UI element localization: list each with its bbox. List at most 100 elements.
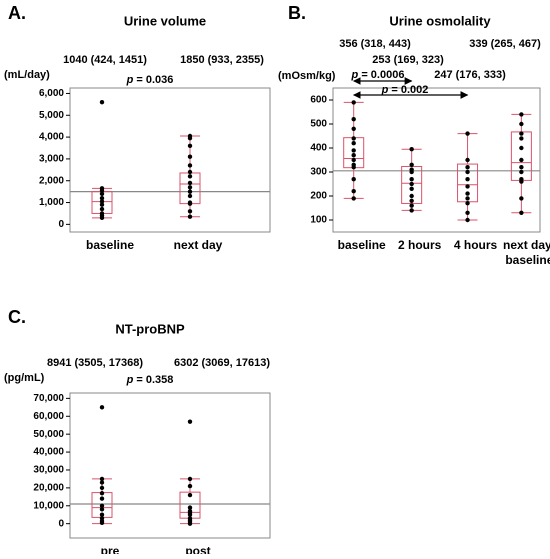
annotation: p = 0.036 (126, 74, 174, 86)
data-point (351, 157, 356, 163)
data-point (99, 215, 105, 221)
data-point (465, 177, 470, 182)
data-point (187, 209, 193, 214)
plot-frame (69, 87, 271, 233)
p-symbol: p (126, 74, 134, 86)
data-point (465, 191, 470, 196)
y-tick-label: 400 (310, 143, 327, 154)
panel-label: B. (288, 3, 306, 23)
p-value: = 0.036 (133, 74, 173, 86)
label-line: baseline (505, 253, 550, 267)
y-tick-label: 2,000 (39, 175, 64, 186)
data-point (465, 131, 470, 136)
data-point (99, 512, 105, 517)
data-point (99, 195, 105, 201)
y-tick-label: 0 (58, 518, 64, 529)
p-symbol: p (381, 84, 389, 96)
y-tick-label: 5,000 (39, 110, 64, 121)
data-point (99, 507, 105, 512)
data-point (187, 419, 193, 424)
data-point (187, 505, 193, 510)
x-tick-label: post (185, 544, 210, 554)
data-point (99, 202, 105, 207)
y-axis-label: (mOsm/kg) (278, 70, 336, 82)
p-value: = 0.358 (133, 374, 173, 386)
data-point (519, 112, 524, 117)
data-point (99, 199, 105, 204)
y-tick-label: 200 (310, 191, 327, 202)
data-point (187, 214, 193, 219)
data-point (187, 193, 193, 199)
data-point (187, 201, 193, 206)
data-point (351, 126, 356, 131)
data-point (519, 157, 524, 163)
data-point (351, 153, 356, 158)
data-point (465, 184, 470, 189)
data-point (465, 165, 470, 170)
data-point (187, 174, 193, 179)
data-point (519, 131, 524, 136)
data-point (99, 405, 105, 410)
data-point (99, 99, 105, 105)
y-tick-label: 6,000 (39, 88, 64, 99)
box (457, 163, 479, 203)
chart-title: NT-proBNP (115, 321, 185, 336)
chart-title: Urine osmolality (389, 13, 491, 28)
x-tick-label: pre (101, 544, 120, 554)
y-tick-label: 60,000 (33, 411, 64, 422)
data-point (465, 196, 470, 201)
data-point (519, 196, 524, 201)
annotation: 1040 (424, 1451) (63, 54, 147, 66)
y-tick-label: 30,000 (33, 465, 64, 476)
y-axis-label: (mL/day) (4, 69, 50, 81)
y-tick-label: 600 (310, 95, 327, 106)
annotation: p = 0.002 (381, 84, 429, 96)
annotation: 8941 (3505, 17368) (47, 357, 143, 369)
label-line: next day- (503, 238, 550, 252)
annotation: 356 (318, 443) (339, 38, 411, 50)
y-tick-label: 40,000 (33, 447, 64, 458)
y-axis-label: (pg/mL) (4, 372, 45, 384)
y-tick-label: 50,000 (33, 429, 64, 440)
data-point (187, 163, 193, 168)
data-point (187, 512, 193, 517)
data-point (519, 165, 524, 170)
panel-label: C. (8, 307, 26, 327)
data-point (351, 141, 356, 146)
data-point (465, 217, 470, 223)
data-point (187, 185, 193, 190)
data-point (409, 208, 414, 213)
data-point (351, 177, 356, 182)
data-point (409, 181, 414, 187)
annotation: 339 (265, 467) (469, 38, 541, 50)
data-point (187, 189, 193, 194)
data-point (187, 154, 193, 159)
data-point (99, 476, 105, 482)
annotation: 1850 (933, 2355) (180, 54, 264, 66)
annotation: 247 (176, 333) (434, 69, 506, 81)
data-point (187, 180, 193, 186)
data-point (351, 196, 356, 201)
data-point (99, 485, 105, 491)
plot-frame (69, 392, 271, 539)
p-value: = 0.002 (388, 84, 428, 96)
data-point (409, 203, 414, 208)
y-tick-label: 20,000 (33, 483, 64, 494)
data-point (351, 148, 356, 153)
data-point (519, 145, 524, 151)
x-tick-label: baseline (338, 238, 386, 252)
x-tick-label: 2 hours (398, 238, 442, 252)
data-point (409, 162, 414, 167)
data-point (351, 136, 356, 141)
p-symbol: p (126, 374, 134, 386)
y-tick-label: 0 (58, 219, 64, 230)
chart-title: Urine volume (124, 13, 206, 28)
data-point (409, 169, 414, 175)
data-point (99, 188, 105, 193)
data-point (465, 169, 470, 175)
data-point (187, 143, 193, 149)
y-tick-label: 4,000 (39, 132, 64, 143)
y-tick-label: 100 (310, 215, 327, 226)
annotation: p = 0.358 (126, 374, 174, 386)
